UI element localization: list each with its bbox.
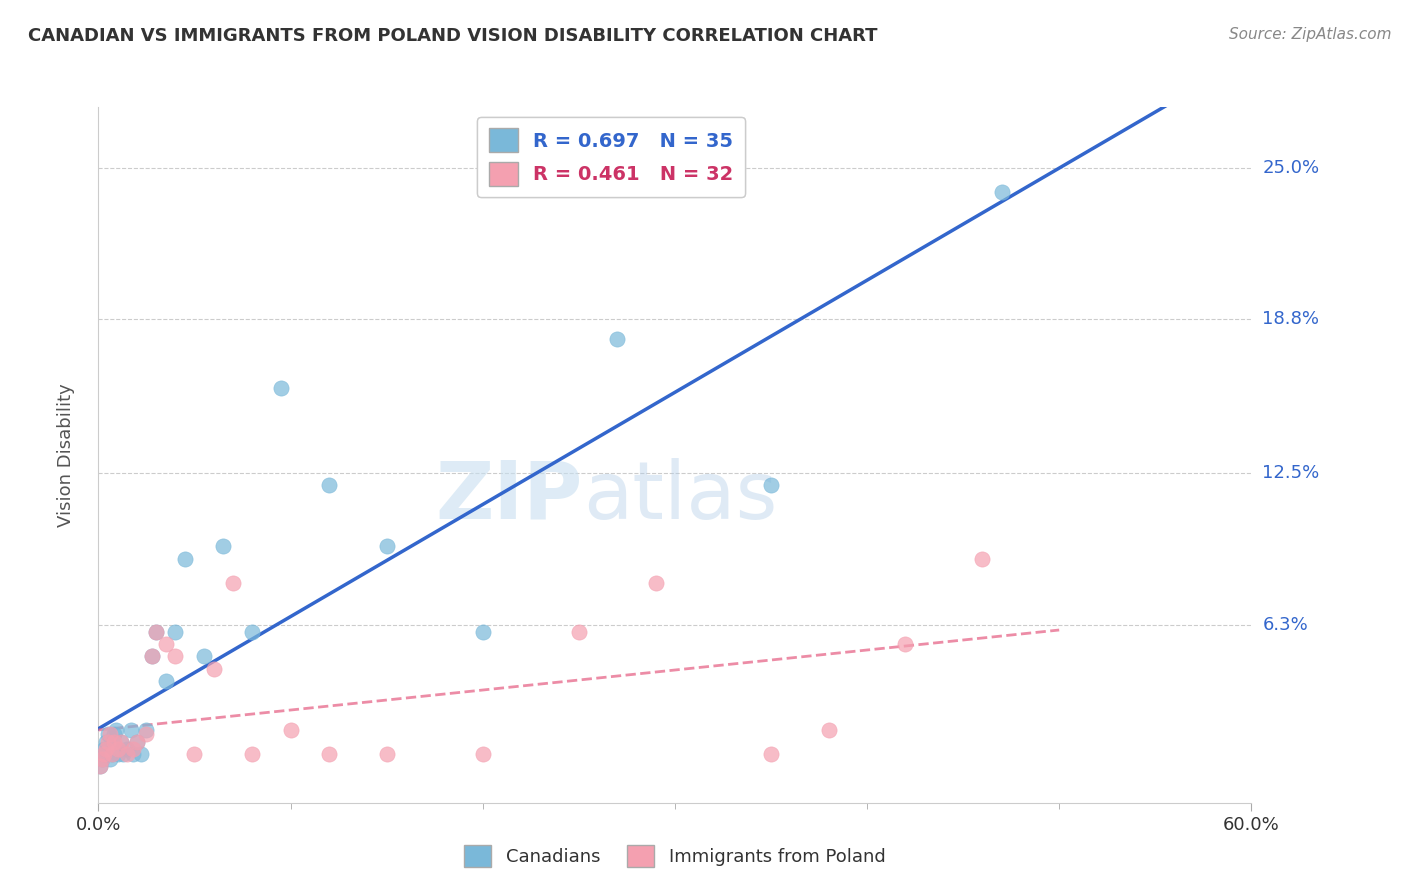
Point [125,735,148,749]
Point [91,752,114,766]
Text: 6.3%: 6.3% [1263,615,1308,633]
Point [89,759,111,773]
Point [103,735,125,749]
Point [759,478,782,492]
Point [93,747,115,761]
Point [93,742,115,756]
Point [117,742,138,756]
Point [817,723,839,737]
Point [101,747,124,761]
Point [375,540,398,554]
Point [471,747,494,761]
Point [568,624,591,639]
Point [471,624,494,639]
Point [101,735,124,749]
Legend: R = 0.697   N = 35, R = 0.461   N = 32: R = 0.697 N = 35, R = 0.461 N = 32 [477,117,745,197]
Point [122,747,145,761]
Point [990,186,1012,200]
Point [120,723,142,737]
Point [104,723,127,737]
Point [125,735,148,749]
Text: Source: ZipAtlas.com: Source: ZipAtlas.com [1229,27,1392,42]
Point [212,540,235,554]
Point [98,727,121,741]
Point [894,637,917,651]
Text: CANADIAN VS IMMIGRANTS FROM POLAND VISION DISABILITY CORRELATION CHART: CANADIAN VS IMMIGRANTS FROM POLAND VISIO… [28,27,877,45]
Point [94,742,117,756]
Point [644,576,666,591]
Y-axis label: Vision Disability: Vision Disability [56,383,75,527]
Point [165,649,187,664]
Point [240,624,263,639]
Point [165,624,187,639]
Text: atlas: atlas [582,458,778,536]
Point [135,727,157,741]
Point [97,735,120,749]
Point [135,723,157,737]
Text: 12.5%: 12.5% [1263,464,1320,483]
Point [174,551,197,566]
Point [101,747,124,761]
Point [318,747,340,761]
Text: ZIP: ZIP [436,458,582,536]
Point [89,759,111,773]
Point [155,637,177,651]
Point [240,747,263,761]
Legend: Canadians, Immigrants from Poland: Canadians, Immigrants from Poland [457,838,893,874]
Point [183,747,205,761]
Point [141,649,163,664]
Point [103,727,125,741]
Point [202,661,225,675]
Text: 25.0%: 25.0% [1263,159,1320,178]
Point [107,747,129,761]
Point [97,727,120,741]
Point [129,747,152,761]
Point [222,576,245,591]
Point [98,752,121,766]
Point [145,624,167,639]
Point [606,332,628,346]
Point [375,747,398,761]
Point [145,624,167,639]
Point [117,747,138,761]
Point [141,649,163,664]
Point [112,747,135,761]
Point [94,735,117,749]
Point [280,723,302,737]
Point [270,381,292,395]
Point [318,478,340,492]
Point [110,735,132,749]
Point [759,747,782,761]
Text: 18.8%: 18.8% [1263,310,1319,328]
Point [193,649,215,664]
Point [91,752,114,766]
Point [107,742,129,756]
Point [122,742,145,756]
Point [110,735,132,749]
Point [93,747,115,761]
Point [972,551,994,566]
Point [155,673,177,688]
